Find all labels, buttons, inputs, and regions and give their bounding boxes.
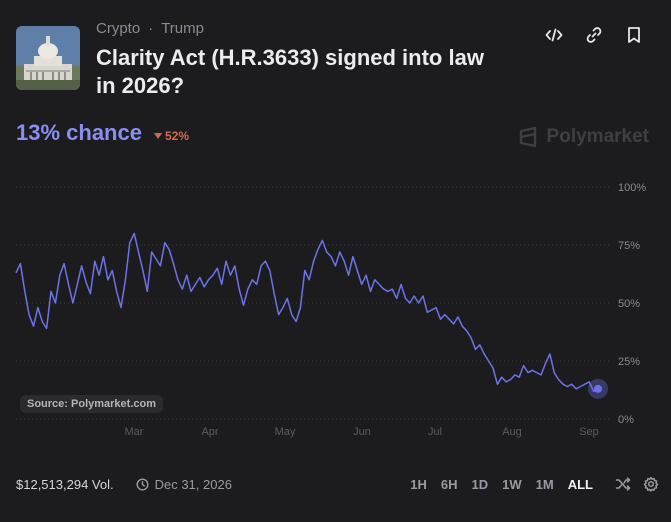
range-all[interactable]: ALL (567, 476, 593, 492)
y-tick-label: 75% (618, 240, 640, 252)
y-tick-label: 50% (618, 298, 640, 310)
range-1w[interactable]: 1W (502, 476, 522, 492)
volume: $12,513,294 Vol. (16, 476, 114, 492)
price-chart[interactable]: 100% 75% 50% 25% 0% Mar Apr May Jun Jul Aug Sep (0, 170, 671, 442)
brand-name: Polymarket (546, 126, 649, 147)
breadcrumb-crypto[interactable]: Crypto (96, 20, 141, 37)
range-1m[interactable]: 1M (535, 476, 554, 492)
range-6h[interactable]: 6H (440, 476, 458, 492)
x-tick-label: Mar (125, 426, 144, 438)
footer: $12,513,294 Vol. Dec 31, 2026 1H 6H 1D 1W 1M… (16, 474, 659, 494)
end-date: Dec 31, 2026 (136, 477, 232, 492)
capitol-image (16, 26, 80, 90)
breadcrumb-trump[interactable]: Trump (161, 20, 204, 37)
end-date-text: Dec 31, 2026 (154, 476, 232, 492)
y-tick-label: 25% (618, 356, 640, 368)
chart-tools (615, 476, 659, 492)
x-tick-label: Sep (579, 426, 599, 438)
bookmark-icon[interactable] (623, 24, 645, 46)
x-tick-label: Jul (428, 426, 442, 438)
breadcrumb-separator: · (148, 20, 154, 37)
y-tick-label: 0% (618, 414, 634, 426)
gear-icon[interactable] (643, 476, 659, 492)
shuffle-icon[interactable] (615, 476, 631, 492)
chance-value: 13% chance (16, 120, 142, 145)
polymarket-brand: Polymarket (517, 126, 649, 148)
market-title: Clarity Act (H.R.3633) signed into law i… (96, 45, 484, 98)
market-thumbnail (16, 26, 80, 90)
series-line (15, 232, 599, 392)
change-value: 52% (164, 129, 189, 143)
x-tick-label: Jun (353, 426, 371, 438)
range-1h[interactable]: 1H (410, 476, 427, 492)
link-icon[interactable] (583, 24, 605, 46)
change-badge: 52% (153, 129, 189, 143)
header-actions (543, 24, 645, 46)
y-tick-label: 100% (618, 182, 646, 194)
range-1d[interactable]: 1D (471, 476, 489, 492)
chance-summary: 13% chance 52% (16, 120, 189, 146)
current-point (594, 384, 602, 393)
x-tick-label: Apr (201, 426, 218, 438)
code-icon[interactable] (543, 24, 565, 46)
breadcrumb: Crypto · Trump (96, 20, 204, 37)
x-tick-label: May (275, 426, 296, 438)
source-label: Source: Polymarket.com (20, 395, 163, 413)
clock-icon (136, 478, 149, 490)
x-tick-label: Aug (502, 426, 522, 438)
time-range-selector: 1H 6H 1D 1W 1M ALL (410, 477, 593, 492)
polymarket-logo-icon (519, 126, 536, 148)
arrow-down-icon (153, 133, 162, 139)
